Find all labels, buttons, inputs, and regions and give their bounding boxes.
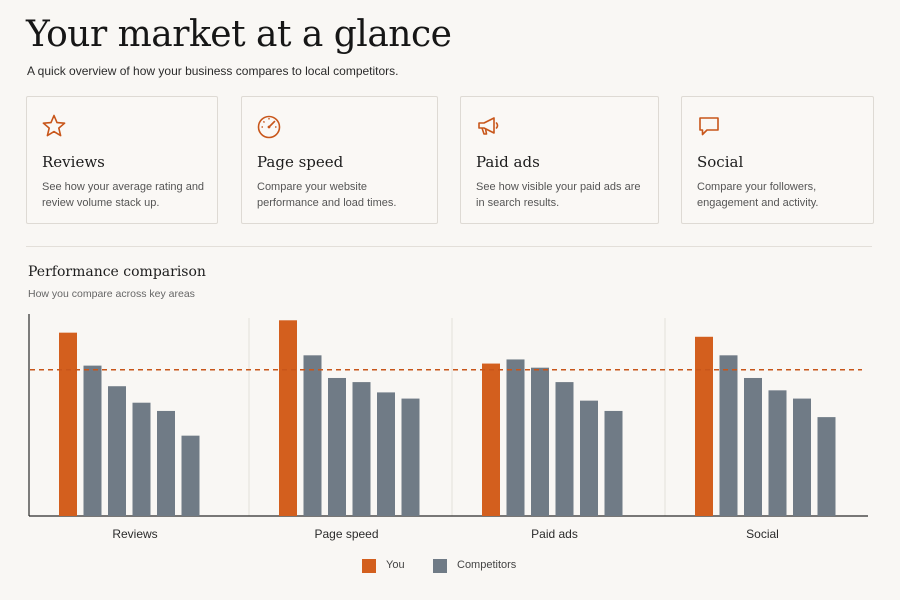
bar-you-reviews (59, 332, 77, 516)
bar-competitor-4 (580, 400, 598, 516)
bar-competitor-2 (108, 386, 126, 516)
bar-competitor-2 (328, 377, 346, 516)
legend-label: Competitors (457, 559, 517, 571)
card-description: Compare your website performance and loa… (257, 181, 397, 209)
bar-competitor-5 (604, 410, 623, 516)
bar-competitor-3 (132, 402, 151, 516)
card-page-speed[interactable]: Page speed Compare your website performa… (241, 96, 438, 224)
bar-competitor-4 (377, 392, 395, 516)
card-description: See how visible your paid ads are in sea… (476, 181, 641, 209)
category-label: Social (746, 527, 779, 541)
bar-competitor-4 (793, 398, 811, 516)
feature-cards: Reviews See how your average rating and … (26, 96, 874, 226)
bar-competitor-2 (531, 367, 549, 516)
card-title: Social (697, 153, 744, 171)
bar-competitor-1 (719, 355, 738, 516)
bar-competitor-3 (555, 382, 574, 516)
section-divider (26, 246, 872, 247)
bar-competitor-1 (83, 365, 102, 516)
bar-you-page-speed (279, 320, 297, 516)
bar-competitor-5 (401, 398, 420, 516)
section-subtitle: How you compare across key areas (28, 288, 195, 300)
bar-competitor-5 (817, 417, 836, 516)
bar-competitor-1 (303, 355, 322, 516)
section-title: Performance comparison (28, 264, 206, 280)
bar-you-social (695, 336, 713, 516)
card-description: See how your average rating and review v… (42, 181, 205, 209)
bar-competitor-5 (181, 435, 200, 516)
card-description: Compare your followers, engagement and a… (697, 181, 819, 209)
chat-bubble-icon (696, 113, 722, 139)
card-title: Reviews (42, 153, 105, 171)
card-reviews[interactable]: Reviews See how your average rating and … (26, 96, 218, 224)
megaphone-icon (475, 113, 501, 139)
category-label: Page speed (314, 527, 378, 541)
legend-swatch-competitors (433, 559, 447, 573)
star-icon (41, 113, 67, 139)
card-title: Page speed (257, 153, 344, 171)
legend-label: You (386, 559, 405, 571)
card-social[interactable]: Social Compare your followers, engagemen… (681, 96, 874, 224)
page-subtitle: A quick overview of how your business co… (27, 64, 399, 78)
bar-competitor-4 (157, 410, 175, 516)
bar-competitor-2 (744, 377, 762, 516)
page-title: Your market at a glance (26, 14, 452, 55)
bar-you-paid-ads (482, 363, 500, 516)
category-label: Reviews (112, 527, 157, 541)
category-label: Paid ads (531, 527, 578, 541)
card-paid-ads[interactable]: Paid ads See how visible your paid ads a… (460, 96, 659, 224)
bar-competitor-1 (506, 359, 525, 516)
performance-chart: Reviews Page speed Paid ads Social (28, 314, 868, 541)
bar-competitor-3 (768, 390, 787, 516)
speedometer-icon (256, 113, 282, 139)
card-title: Paid ads (476, 153, 540, 171)
legend-swatch-you (362, 559, 376, 573)
bar-competitor-3 (352, 382, 371, 516)
